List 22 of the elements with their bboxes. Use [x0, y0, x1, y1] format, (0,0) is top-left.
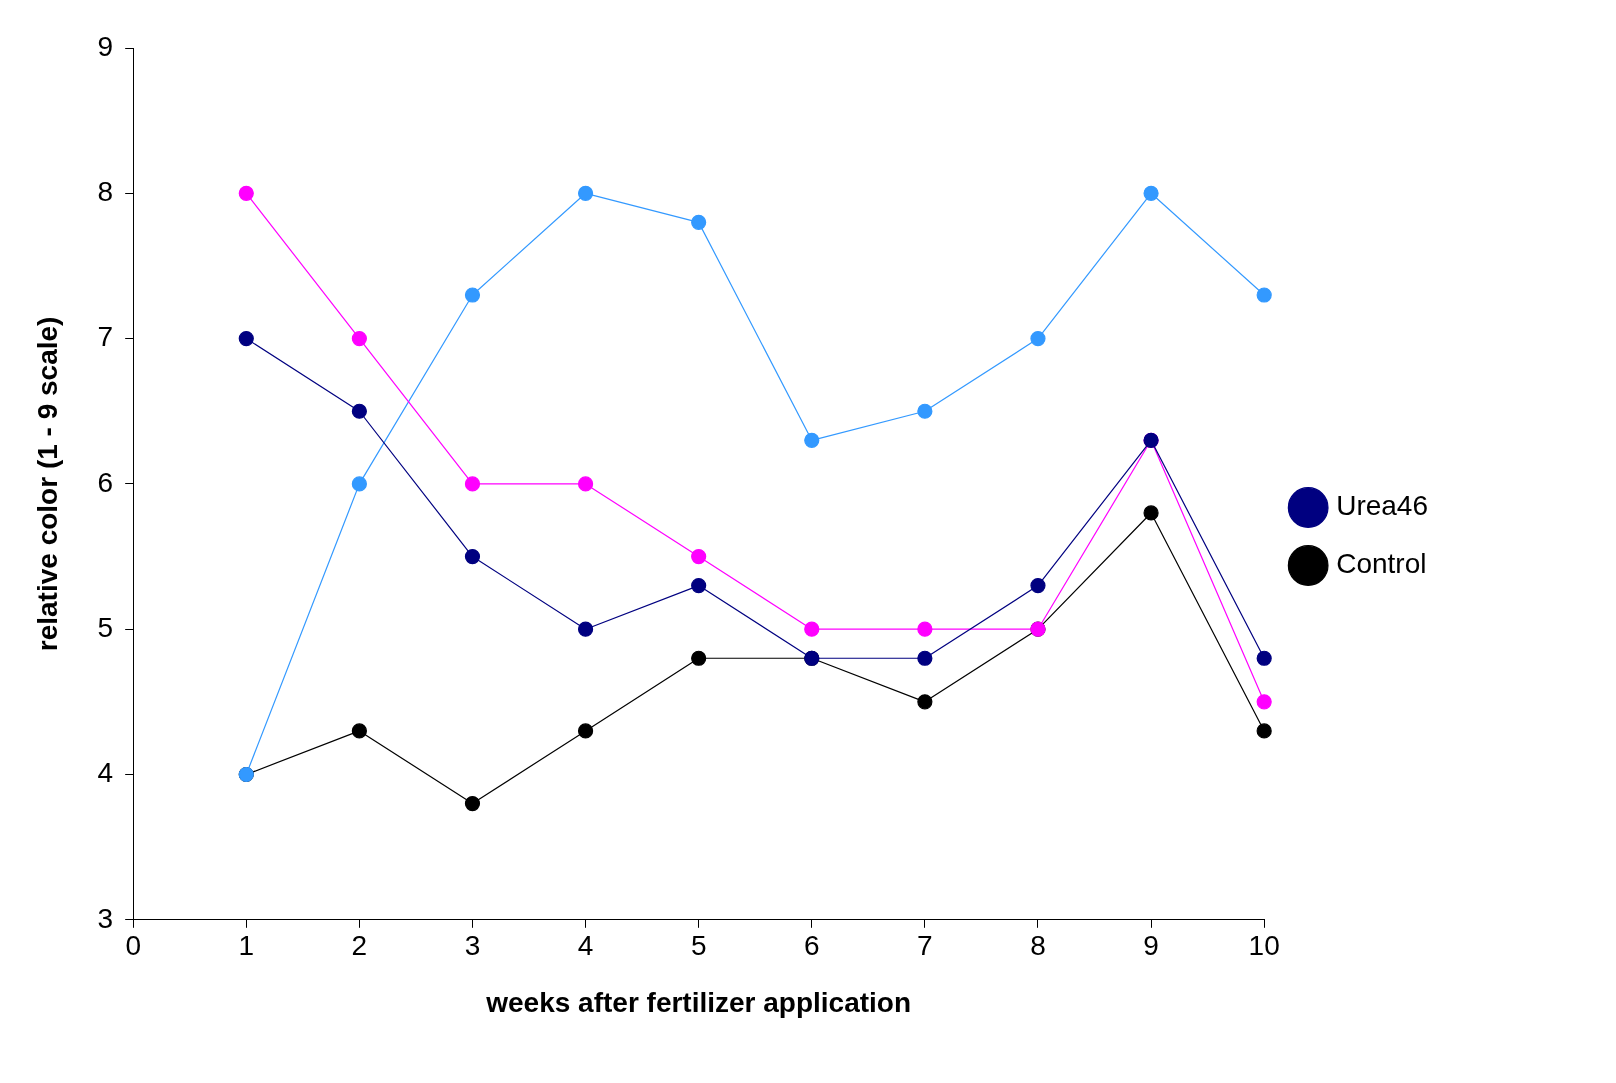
y-tick-label: 8 — [97, 176, 114, 208]
x-tick-label: 6 — [803, 930, 820, 962]
x-tick-label: 5 — [690, 930, 707, 962]
x-tick-label: 2 — [351, 930, 368, 962]
x-tick-label: 3 — [464, 930, 481, 962]
y-tick-label: 3 — [97, 902, 114, 934]
y-tick-label: 9 — [97, 30, 114, 62]
y-tick-label: 4 — [97, 757, 114, 789]
x-tick-label: 10 — [1248, 930, 1280, 962]
x-tick-label: 1 — [238, 930, 255, 962]
x-tick-label: 4 — [577, 930, 594, 962]
x-axis-title: weeks after fertilizer application — [485, 986, 912, 1018]
legend-label: Urea46 — [1336, 490, 1429, 522]
y-tick-label: 6 — [97, 466, 114, 498]
x-tick-label: 9 — [1143, 930, 1159, 962]
y-tick-label: 5 — [97, 611, 114, 643]
legend-label: Control — [1336, 548, 1427, 580]
x-tick-label: 7 — [917, 930, 933, 962]
y-axis-title: relative color (1 - 9 scale) — [31, 316, 63, 652]
x-tick-label: 8 — [1030, 930, 1046, 962]
x-tick-label: 0 — [125, 930, 141, 962]
y-tick-label: 7 — [97, 321, 114, 353]
